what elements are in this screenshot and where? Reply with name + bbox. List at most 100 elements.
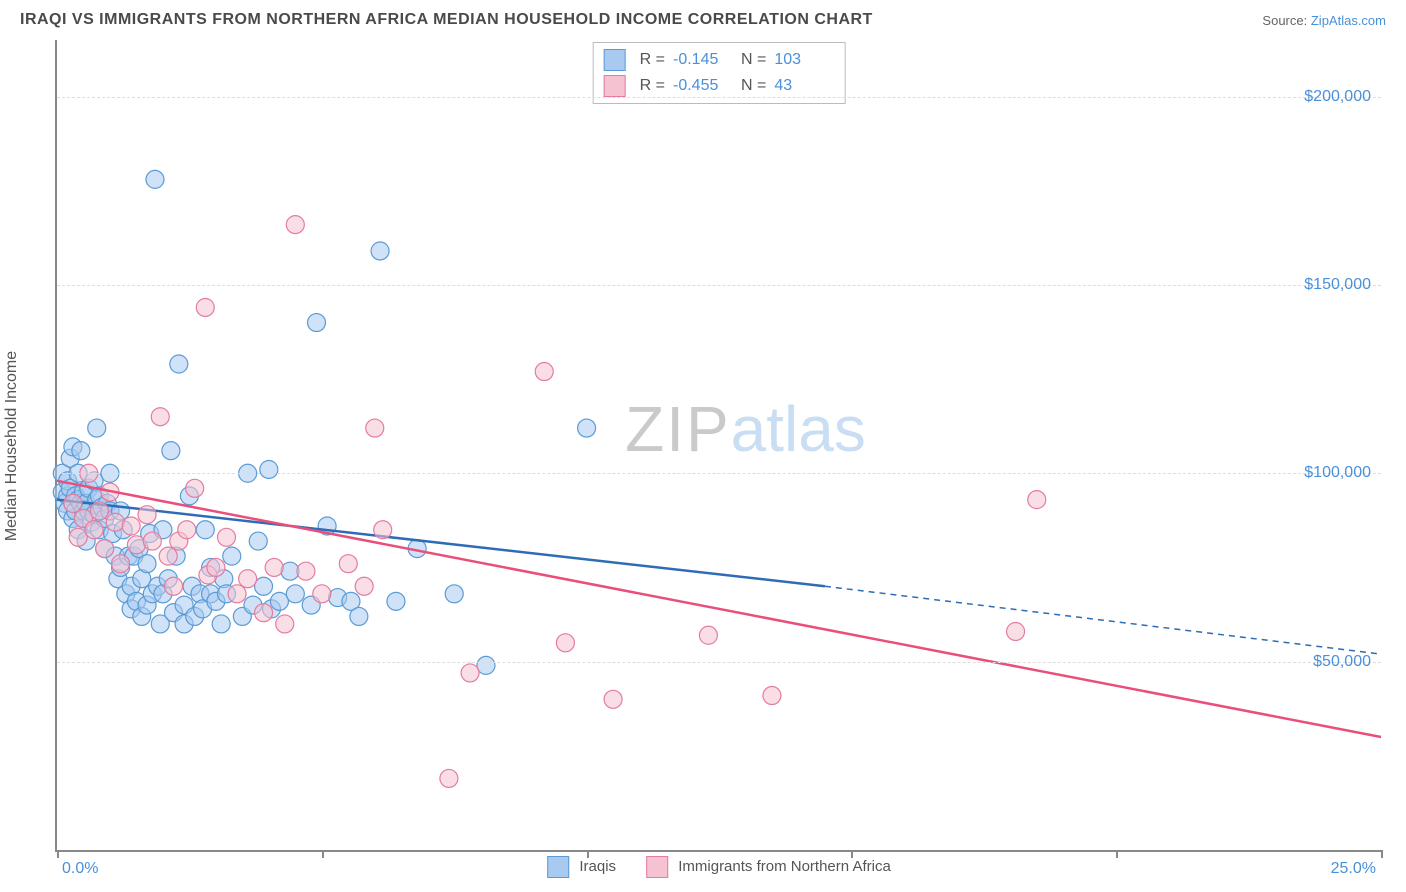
data-point [106, 513, 124, 531]
ytick-label: $100,000 [1304, 464, 1371, 482]
data-point [143, 532, 161, 550]
chart-header: IRAQI VS IMMIGRANTS FROM NORTHERN AFRICA… [0, 0, 1406, 40]
data-point [255, 577, 273, 595]
data-point [477, 656, 495, 674]
data-point [350, 607, 368, 625]
trend-line-dashed [825, 586, 1381, 654]
data-point [699, 626, 717, 644]
chart-container: IRAQI VS IMMIGRANTS FROM NORTHERN AFRICA… [0, 0, 1406, 892]
source-label: Source: [1262, 13, 1307, 28]
source-link[interactable]: ZipAtlas.com [1311, 13, 1386, 28]
stats-row-2: R = -0.455 N = 43 [604, 73, 835, 99]
chart-title: IRAQI VS IMMIGRANTS FROM NORTHERN AFRICA… [20, 11, 873, 29]
x-axis-min-label: 0.0% [62, 860, 98, 878]
data-point [286, 585, 304, 603]
data-point [196, 298, 214, 316]
data-point [162, 442, 180, 460]
legend-item-2: Immigrants from Northern Africa [646, 856, 891, 878]
data-point [90, 502, 108, 520]
data-point [228, 585, 246, 603]
y-axis-label: Median Household Income [3, 351, 21, 541]
data-point [138, 506, 156, 524]
legend-item-1: Iraqis [547, 856, 616, 878]
data-point [196, 521, 214, 539]
source-attribution: Source: ZipAtlas.com [1262, 13, 1386, 28]
data-point [170, 355, 188, 373]
legend-swatch-1 [604, 49, 626, 71]
data-point [122, 517, 140, 535]
data-point [578, 419, 596, 437]
xtick [57, 850, 59, 858]
data-point [355, 577, 373, 595]
data-point [265, 558, 283, 576]
data-point [239, 570, 257, 588]
x-axis-max-label: 25.0% [1331, 860, 1376, 878]
data-point [159, 547, 177, 565]
n-value-1: 103 [774, 51, 834, 69]
data-point [85, 521, 103, 539]
n-label-2: N = [741, 77, 766, 95]
ytick-label: $50,000 [1313, 653, 1371, 671]
stats-legend: R = -0.145 N = 103 R = -0.455 N = 43 [593, 42, 846, 104]
plot-area: ZIPatlas R = -0.145 N = 103 R = -0.455 N… [55, 40, 1381, 852]
data-point [461, 664, 479, 682]
data-point [212, 615, 230, 633]
data-point [387, 592, 405, 610]
gridline [57, 97, 1381, 98]
ytick-label: $200,000 [1304, 88, 1371, 106]
data-point [165, 577, 183, 595]
data-point [223, 547, 241, 565]
legend-swatch-2 [604, 75, 626, 97]
data-point [72, 442, 90, 460]
data-point [604, 690, 622, 708]
data-point [138, 555, 156, 573]
data-point [178, 521, 196, 539]
r-value-2: -0.455 [673, 77, 733, 95]
data-point [255, 604, 273, 622]
xtick [587, 850, 589, 858]
data-point [308, 314, 326, 332]
data-point [445, 585, 463, 603]
n-label-1: N = [741, 51, 766, 69]
data-point [146, 170, 164, 188]
data-point [556, 634, 574, 652]
data-point [297, 562, 315, 580]
data-point [217, 528, 235, 546]
data-point [69, 528, 87, 546]
data-point [763, 687, 781, 705]
data-point [270, 592, 288, 610]
data-point [276, 615, 294, 633]
data-point [64, 494, 82, 512]
gridline [57, 285, 1381, 286]
data-point [249, 532, 267, 550]
r-value-1: -0.145 [673, 51, 733, 69]
legend-swatch-bottom-2 [646, 856, 668, 878]
data-point [127, 536, 145, 554]
data-point [96, 540, 114, 558]
data-point [374, 521, 392, 539]
gridline [57, 473, 1381, 474]
legend-label-2: Immigrants from Northern Africa [678, 858, 891, 875]
data-point [535, 363, 553, 381]
r-label-1: R = [640, 51, 665, 69]
gridline [57, 662, 1381, 663]
data-point [1007, 622, 1025, 640]
data-point [371, 242, 389, 260]
bottom-legend: Iraqis Immigrants from Northern Africa [547, 856, 891, 878]
data-point [112, 555, 130, 573]
data-point [88, 419, 106, 437]
xtick [1116, 850, 1118, 858]
data-point [260, 460, 278, 478]
legend-swatch-bottom-1 [547, 856, 569, 878]
legend-label-1: Iraqis [579, 858, 616, 875]
data-point [151, 408, 169, 426]
data-point [366, 419, 384, 437]
r-label-2: R = [640, 77, 665, 95]
data-point [313, 585, 331, 603]
xtick [322, 850, 324, 858]
data-point [339, 555, 357, 573]
stats-row-1: R = -0.145 N = 103 [604, 47, 835, 73]
scatter-svg [57, 40, 1381, 850]
xtick [1381, 850, 1383, 858]
data-point [186, 479, 204, 497]
